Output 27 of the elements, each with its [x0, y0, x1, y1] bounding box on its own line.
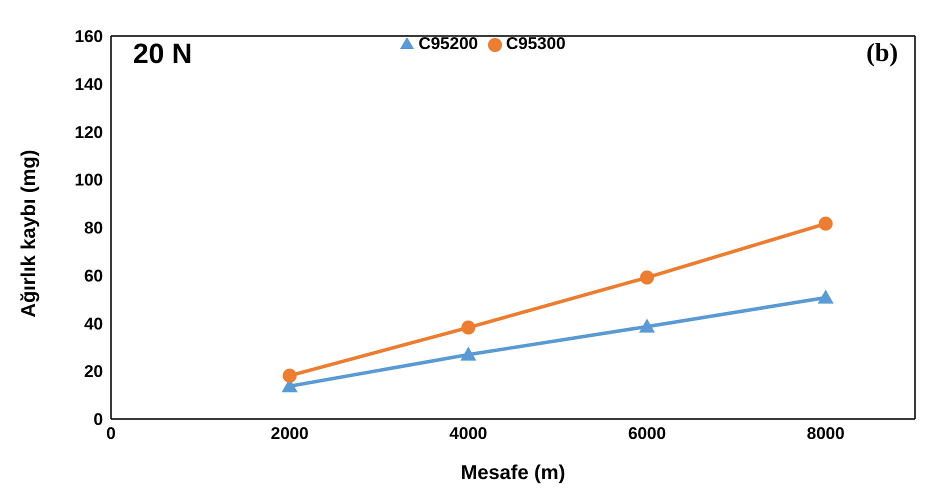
point [461, 320, 476, 335]
annotation: 20 N [133, 38, 192, 70]
point [282, 368, 297, 383]
y-tick-label: 20 [84, 362, 103, 382]
x-tick-label: 8000 [806, 424, 845, 444]
point [639, 318, 655, 333]
y-tick-label: 80 [84, 218, 103, 238]
point [818, 290, 834, 304]
point [640, 270, 654, 285]
x-tick-label: 2000 [270, 424, 309, 444]
legend-label: C95300 [506, 34, 566, 53]
x-tick-label: 4000 [449, 424, 488, 444]
legend-label: C95200 [418, 34, 478, 53]
x-axis-title: Mesafe (m) [460, 462, 566, 484]
x-tick-label: 0 [106, 424, 116, 444]
point [818, 216, 833, 231]
y-tick-label: 60 [84, 266, 103, 286]
y-tick-label: 40 [84, 314, 103, 334]
y-axis-title: Ağırlık kaybı (mg) [18, 150, 40, 318]
y-tick-label: 120 [74, 122, 103, 142]
y-tick-label: 160 [74, 27, 103, 46]
point [460, 346, 476, 361]
y-tick-label: 140 [74, 74, 103, 94]
y-tick-label: 0 [94, 410, 103, 430]
annotation: (b) [866, 38, 898, 68]
x-tick-label: 6000 [628, 424, 666, 444]
y-tick-label: 100 [74, 170, 103, 190]
